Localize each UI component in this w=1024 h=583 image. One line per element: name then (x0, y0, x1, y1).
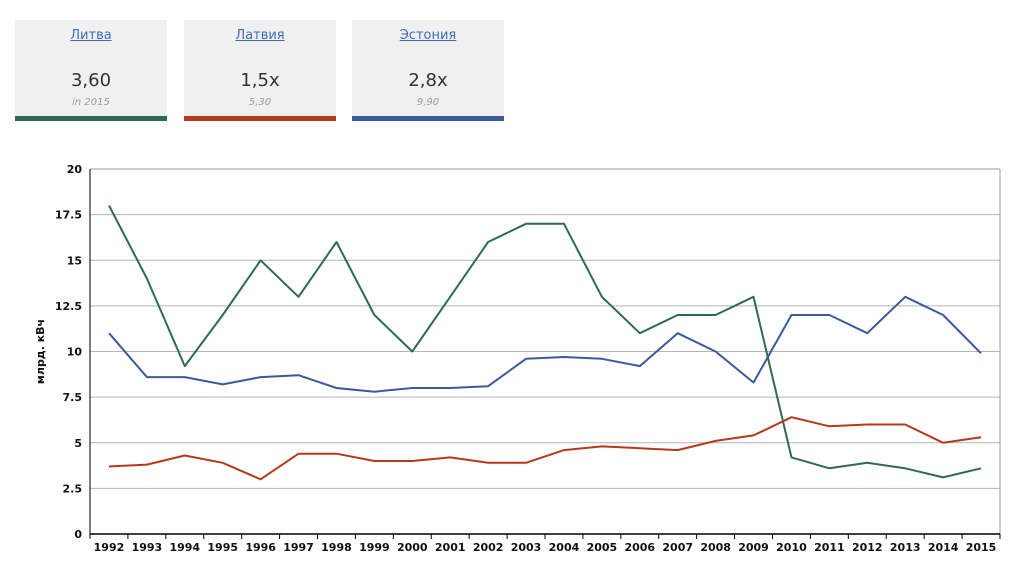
y-axis-label: млрд. кВч (34, 319, 47, 384)
card-latvia: Латвия 1,5x 5,30 (184, 20, 336, 121)
y-tick-label: 20 (67, 163, 83, 176)
y-tick-label: 12.5 (55, 300, 82, 313)
card-estonia-color-bar (352, 116, 504, 121)
card-latvia-sub: 5,30 (248, 97, 272, 108)
series-line-1 (108, 295, 982, 393)
x-tick-label: 1996 (245, 541, 276, 554)
card-lithuania-value: 3,60 (70, 70, 112, 91)
x-tick-label: 2010 (776, 541, 807, 554)
x-tick-label: 2002 (473, 541, 504, 554)
x-tick-label: 1992 (94, 541, 125, 554)
series-line-0 (108, 205, 982, 479)
card-lithuania-link[interactable]: Литва (70, 28, 112, 43)
card-lithuania-sub: in 2015 (72, 97, 110, 108)
series-line-2 (108, 416, 982, 481)
x-tick-label: 1998 (321, 541, 352, 554)
card-latvia-value: 1,5x (240, 70, 280, 91)
x-tick-label: 2006 (624, 541, 655, 554)
x-tick-label: 2011 (814, 541, 845, 554)
y-tick-label: 7.5 (63, 391, 83, 404)
x-tick-label: 2014 (928, 541, 959, 554)
line-chart: 0 2.5 5 7.5 10 12.5 15 17.5 20 1992 1993 1994 1995 19… (34, 163, 1001, 554)
x-tick-label: 2012 (852, 541, 883, 554)
card-latvia-color-bar (184, 116, 336, 121)
x-tick-label: 1999 (359, 541, 390, 554)
card-lithuania-color-bar (15, 116, 167, 121)
x-tick-label: 2015 (966, 541, 997, 554)
x-tick-label: 2005 (587, 541, 618, 554)
y-tick-label: 10 (67, 346, 83, 359)
card-estonia: Эстония 2,8x 9,90 (352, 20, 504, 121)
x-tick-label: 2000 (397, 541, 428, 554)
card-lithuania: Литва 3,60 in 2015 (15, 20, 167, 121)
y-tick-label: 5 (74, 437, 82, 450)
card-latvia-link[interactable]: Латвия (235, 28, 285, 43)
x-tick-label: 2003 (511, 541, 542, 554)
x-tick-label: 2004 (549, 541, 580, 554)
x-tick-label: 1994 (169, 541, 200, 554)
y-tick-label: 15 (67, 254, 82, 267)
y-tick-label: 0 (74, 528, 82, 541)
x-tick-label: 2009 (738, 541, 769, 554)
x-tick-label: 2013 (890, 541, 921, 554)
x-tick-label: 1995 (207, 541, 238, 554)
x-tick-label: 2008 (700, 541, 731, 554)
card-estonia-sub: 9,90 (416, 97, 440, 108)
x-tick-label: 1997 (283, 541, 314, 554)
y-tick-label: 2.5 (63, 482, 83, 495)
card-estonia-value: 2,8x (408, 70, 448, 91)
card-estonia-link[interactable]: Эстония (399, 28, 457, 43)
x-tick-label: 2001 (435, 541, 466, 554)
x-tick-label: 1993 (132, 541, 163, 554)
y-tick-label: 17.5 (55, 209, 82, 222)
x-tick-label: 2007 (662, 541, 693, 554)
